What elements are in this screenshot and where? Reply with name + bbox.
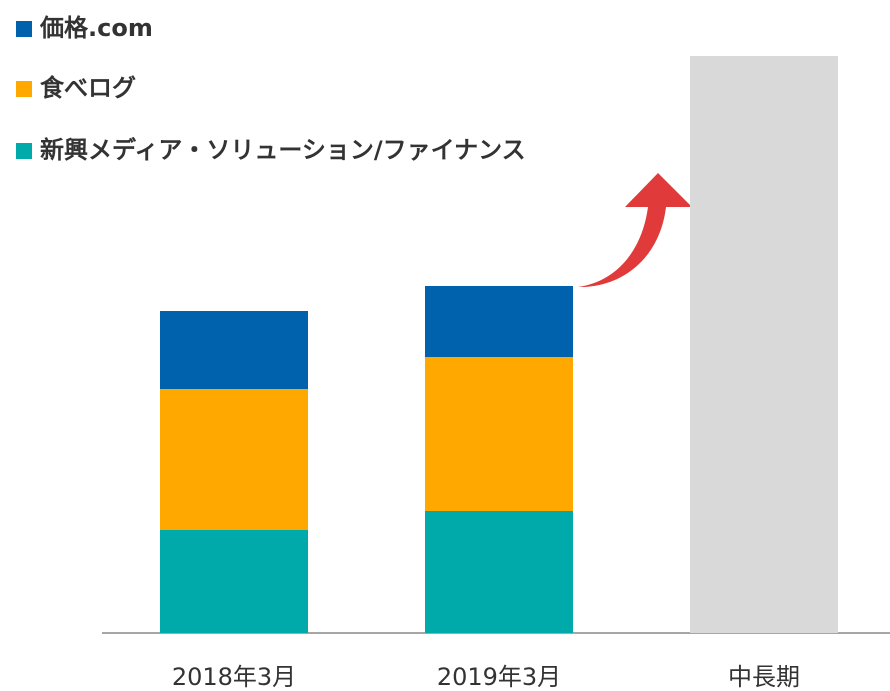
growth-arrow — [578, 173, 692, 288]
bar-segment — [690, 56, 838, 633]
legend-label: 価格.com — [39, 14, 153, 42]
bar-segment — [160, 389, 308, 530]
bar-segment — [425, 286, 573, 357]
legend-swatch — [16, 143, 32, 159]
bar-segment — [425, 511, 573, 633]
legend-label: 食べログ — [40, 74, 136, 102]
x-tick-label: 中長期 — [728, 663, 800, 691]
bar-segment — [160, 530, 308, 633]
legend-swatch — [16, 81, 32, 97]
x-tick-label: 2018年3月 — [172, 663, 296, 691]
legend-label: 新興メディア・ソリューション/ファイナンス — [40, 136, 526, 164]
legend-swatch — [16, 21, 32, 37]
bar-segment — [425, 357, 573, 511]
x-tick-label: 2019年3月 — [437, 663, 561, 691]
bar-segment — [160, 311, 308, 389]
